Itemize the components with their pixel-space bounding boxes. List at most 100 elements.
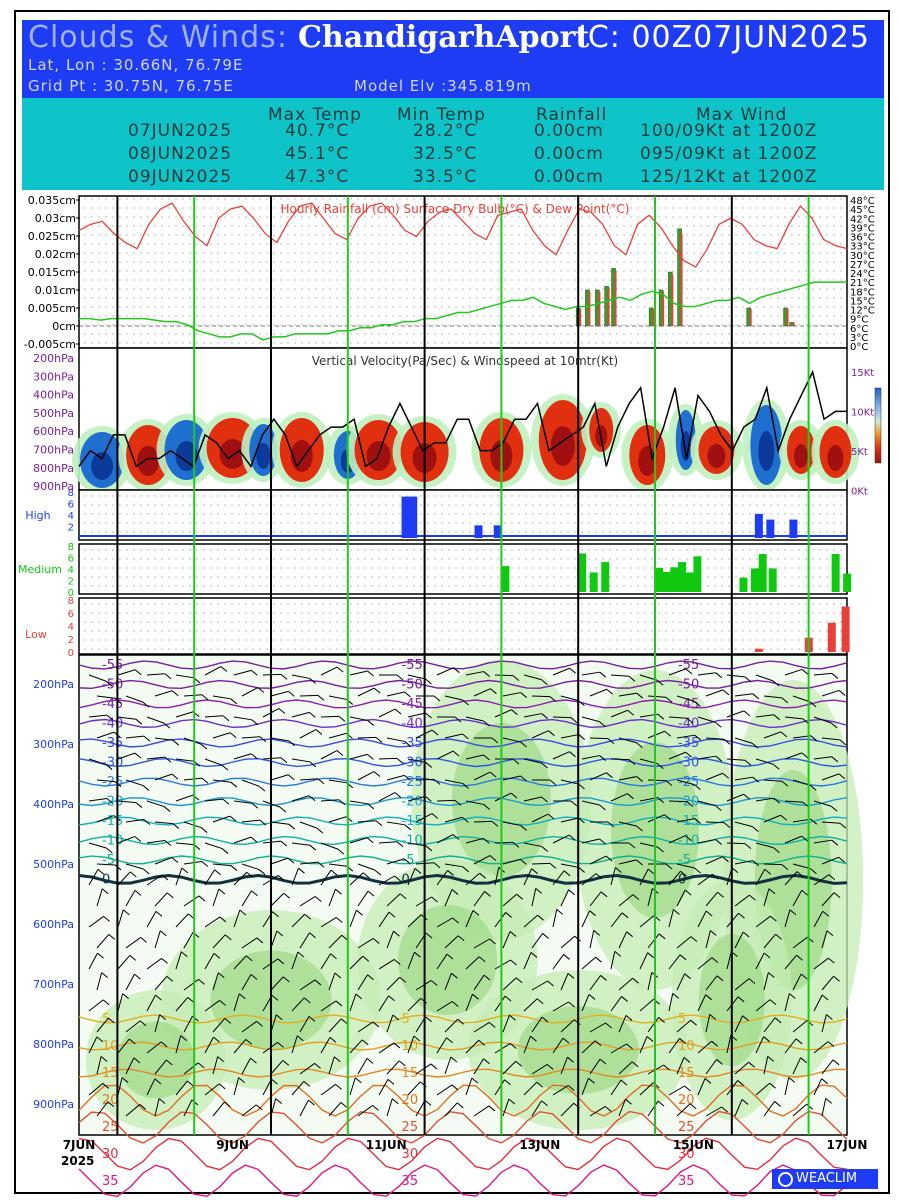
wind-barb-flag — [298, 867, 305, 874]
wind-barb-flag — [704, 1078, 712, 1084]
wind-barb-flag — [396, 841, 404, 848]
wind-barb — [581, 716, 600, 723]
wind-barb — [639, 915, 655, 928]
wind-barb — [175, 674, 194, 679]
wind-barb-flag — [171, 773, 179, 780]
wind-barb — [212, 863, 231, 867]
wind-barb — [96, 934, 110, 949]
wind-barb — [125, 779, 144, 787]
x-year-label: 2025 — [61, 1154, 94, 1168]
vv-ytick-label: 800hPa — [33, 462, 74, 475]
wind-barb-flag — [159, 1014, 166, 1020]
wind-barb-flag — [483, 754, 490, 761]
wind-barb-flag — [712, 873, 719, 880]
wind-barb-flag — [599, 838, 606, 845]
temp-ytick-label: 45°C — [850, 205, 875, 216]
wind-barb-flag — [632, 977, 639, 984]
wind-barb — [618, 894, 634, 907]
vv-core — [827, 445, 844, 471]
wind-barb — [204, 758, 223, 766]
wind-barb-flag — [604, 1106, 612, 1112]
wind-barb-flag — [133, 1057, 141, 1064]
wind-barb-flag — [403, 858, 411, 865]
wind-barb-flag — [563, 954, 570, 960]
pressure-tick-label: 300hPa — [33, 738, 74, 751]
wind-barb — [560, 734, 579, 739]
wind-barb — [763, 1017, 776, 1033]
high-label: High — [25, 509, 50, 522]
wind-barb-flag — [362, 872, 370, 879]
contour-label: -45 — [402, 697, 423, 712]
wind-barb-flag — [717, 891, 724, 898]
wind-barb-flag — [686, 801, 694, 808]
wind-barb — [676, 936, 692, 949]
wind-barb-flag — [520, 825, 527, 831]
wind-barb — [821, 821, 840, 824]
wind-barb — [734, 821, 753, 828]
cloud-ytick-label: 6 — [68, 500, 74, 511]
windspeed-tick-label: 0Kt — [851, 487, 868, 498]
wind-barb — [465, 910, 474, 928]
wind-barb — [183, 737, 202, 745]
wind-barb-flag — [478, 956, 486, 963]
wind-barb — [552, 870, 565, 886]
wind-barb — [763, 731, 782, 739]
wind-barb-flag — [250, 753, 258, 760]
contour-label: -25 — [102, 775, 123, 790]
wind-barb — [175, 951, 182, 970]
pressure-tick-label: 600hPa — [33, 918, 74, 931]
windspeed-line — [78, 369, 847, 468]
wind-barb-flag — [367, 753, 374, 760]
wind-barb-flag — [462, 733, 469, 740]
wind-barb — [581, 994, 590, 1012]
wind-barb-flag — [171, 690, 179, 697]
wind-barb-flag — [187, 997, 195, 1003]
wind-barb — [241, 1057, 251, 1075]
wind-barb — [494, 1079, 505, 1096]
wind-barb — [755, 1082, 770, 1096]
wind-barb-flag — [489, 855, 497, 861]
wind-barb-flag — [593, 930, 601, 936]
wind-barb — [96, 695, 115, 699]
wind-barb — [531, 813, 549, 823]
wind-barb-flag — [483, 837, 490, 844]
wind-barb — [146, 839, 165, 844]
wind-barb-flag — [171, 857, 179, 863]
wind-barb-flag — [158, 1098, 166, 1104]
wind-barb-flag — [625, 1015, 633, 1021]
vv-colorbar — [874, 387, 882, 464]
wind-barb-flag — [335, 1000, 343, 1007]
contour-label: -55 — [102, 658, 123, 673]
wind-barb — [291, 913, 306, 928]
wind-barb — [784, 1038, 797, 1054]
wind-barb-flag — [425, 678, 432, 685]
wind-barb — [117, 909, 124, 928]
wind-barb-flag — [102, 999, 110, 1006]
wind-barb-flag — [568, 889, 575, 896]
wind-barb-flag — [316, 827, 324, 834]
wind-barb-flag — [107, 1101, 115, 1108]
wind-barb-flag — [224, 1018, 232, 1024]
wind-barb — [233, 955, 247, 970]
wind-barb-flag — [238, 993, 246, 1000]
wind-barb-flag — [105, 680, 113, 687]
x-tick-label: 9JUN — [216, 1138, 249, 1152]
wind-barb-flag — [512, 841, 520, 848]
wind-barb-flag — [121, 1077, 129, 1083]
wind-barb — [349, 955, 364, 970]
wind-barb — [755, 1036, 765, 1054]
wind-barb — [813, 957, 829, 970]
wind-barb — [117, 1038, 130, 1054]
temp-ytick-label: 48°C — [850, 196, 875, 207]
wind-barb — [552, 1085, 569, 1096]
wind-barb-flag — [229, 732, 237, 739]
windspeed-tick-label: 10Kt — [851, 408, 874, 419]
wind-barb — [581, 800, 600, 806]
wind-barb-flag — [606, 772, 613, 779]
wind-barb-flag — [665, 696, 673, 703]
wind-barb-flag — [810, 868, 817, 875]
wind-barb-flag — [738, 912, 745, 919]
wind-barb — [241, 1104, 257, 1117]
wind-barb — [581, 873, 597, 886]
wind-barb-flag — [774, 1017, 782, 1024]
